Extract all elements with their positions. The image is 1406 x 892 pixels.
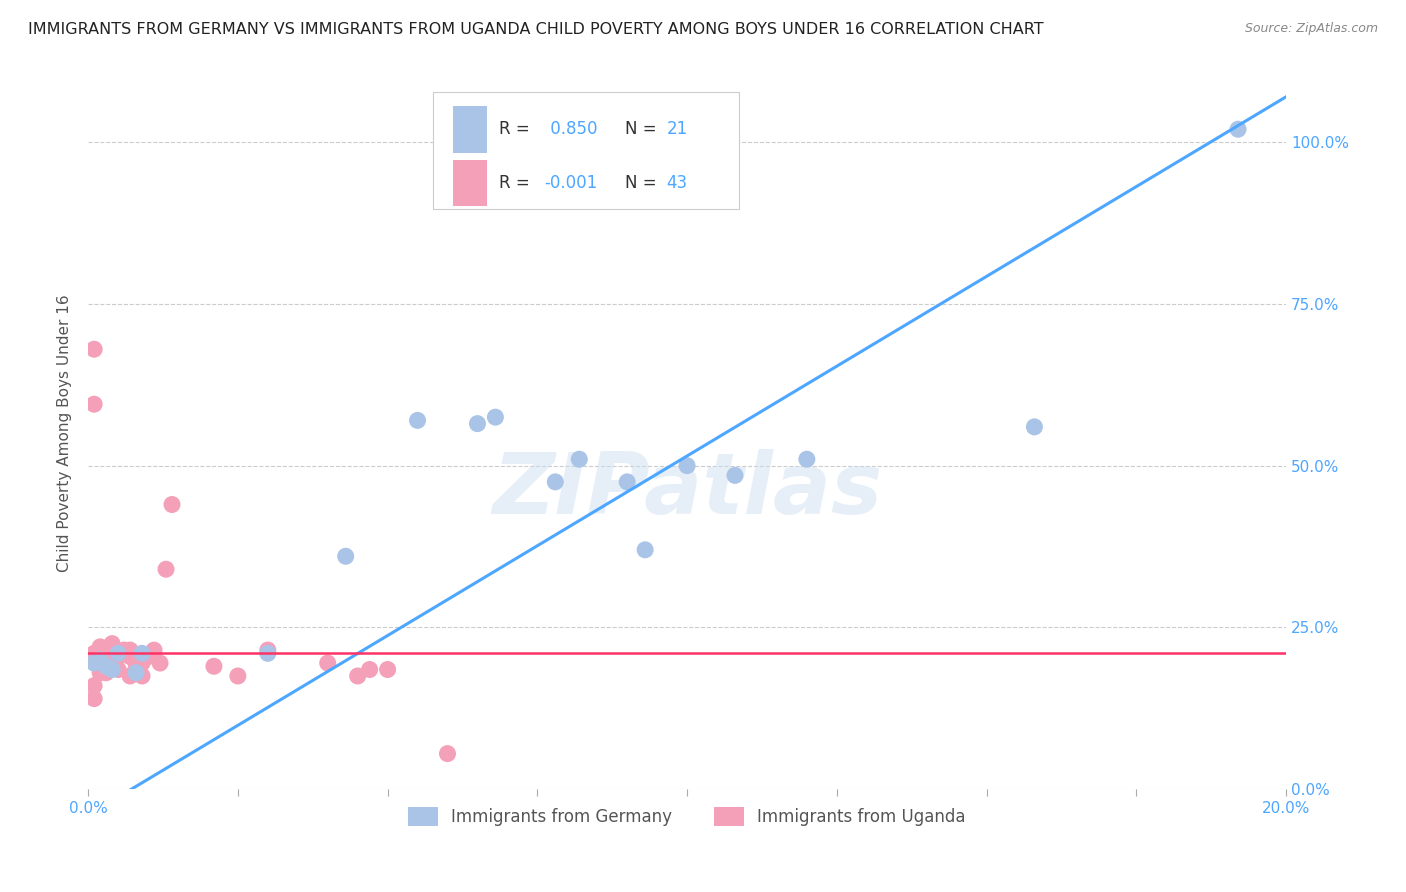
Text: R =: R = (499, 120, 536, 138)
Point (724, 468, 747, 483)
Text: IMMIGRANTS FROM GERMANY VS IMMIGRANTS FROM UGANDA CHILD POVERTY AMONG BOYS UNDER: IMMIGRANTS FROM GERMANY VS IMMIGRANTS FR… (28, 22, 1043, 37)
Text: ZIPatlas: ZIPatlas (492, 449, 882, 532)
Text: 0.850: 0.850 (544, 120, 598, 138)
Point (125, 665, 148, 680)
Point (89, 640, 111, 654)
FancyBboxPatch shape (433, 92, 738, 209)
Y-axis label: Child Poverty Among Boys Under 16: Child Poverty Among Boys Under 16 (58, 294, 72, 572)
Point (160, 498, 183, 512)
Point (120, 669, 142, 683)
Point (436, 747, 458, 761)
FancyBboxPatch shape (454, 106, 486, 153)
Point (94, 656, 117, 670)
Point (406, 413, 429, 427)
Text: N =: N = (624, 174, 662, 192)
Point (107, 663, 129, 677)
Text: R =: R = (499, 174, 536, 192)
Point (107, 649, 129, 664)
Point (94, 665, 117, 680)
FancyBboxPatch shape (454, 160, 486, 206)
Point (226, 669, 249, 683)
Point (94, 659, 117, 673)
Point (676, 458, 699, 473)
Point (89, 653, 111, 667)
Point (107, 646, 129, 660)
Point (83, 691, 105, 706)
Point (377, 663, 399, 677)
Point (125, 663, 148, 677)
Text: 21: 21 (666, 120, 688, 138)
Point (316, 656, 339, 670)
Point (131, 669, 153, 683)
Point (94, 649, 117, 664)
Point (101, 643, 124, 657)
Point (83, 342, 105, 356)
Point (101, 649, 124, 664)
Point (101, 637, 124, 651)
Point (149, 656, 172, 670)
Point (101, 656, 124, 670)
Point (83, 397, 105, 411)
Point (634, 542, 657, 557)
Point (484, 410, 506, 425)
Point (155, 562, 177, 576)
Point (359, 663, 381, 677)
Point (796, 452, 818, 467)
Text: -0.001: -0.001 (544, 174, 598, 192)
Point (120, 643, 142, 657)
Point (256, 643, 278, 657)
Point (467, 417, 489, 431)
Point (94, 656, 117, 670)
Point (83, 646, 105, 660)
Point (101, 663, 124, 677)
Point (120, 649, 142, 664)
Point (136, 649, 159, 664)
Point (1024, 420, 1046, 434)
Point (346, 669, 368, 683)
Point (131, 656, 153, 670)
Text: 43: 43 (666, 174, 688, 192)
Point (1227, 122, 1250, 136)
Point (112, 643, 135, 657)
Point (616, 475, 638, 489)
Point (202, 659, 225, 673)
Point (335, 549, 357, 564)
Legend: Immigrants from Germany, Immigrants from Uganda: Immigrants from Germany, Immigrants from… (399, 798, 974, 834)
Point (143, 643, 166, 657)
Point (568, 452, 591, 467)
Point (89, 665, 111, 680)
Text: Source: ZipAtlas.com: Source: ZipAtlas.com (1244, 22, 1378, 36)
Point (131, 646, 153, 660)
Point (107, 646, 129, 660)
Text: N =: N = (624, 120, 662, 138)
Point (83, 656, 105, 670)
Point (256, 646, 278, 660)
Point (544, 475, 567, 489)
Point (112, 646, 135, 660)
Point (94, 643, 117, 657)
Point (125, 656, 148, 670)
Point (83, 679, 105, 693)
Point (89, 649, 111, 664)
Point (89, 653, 111, 667)
